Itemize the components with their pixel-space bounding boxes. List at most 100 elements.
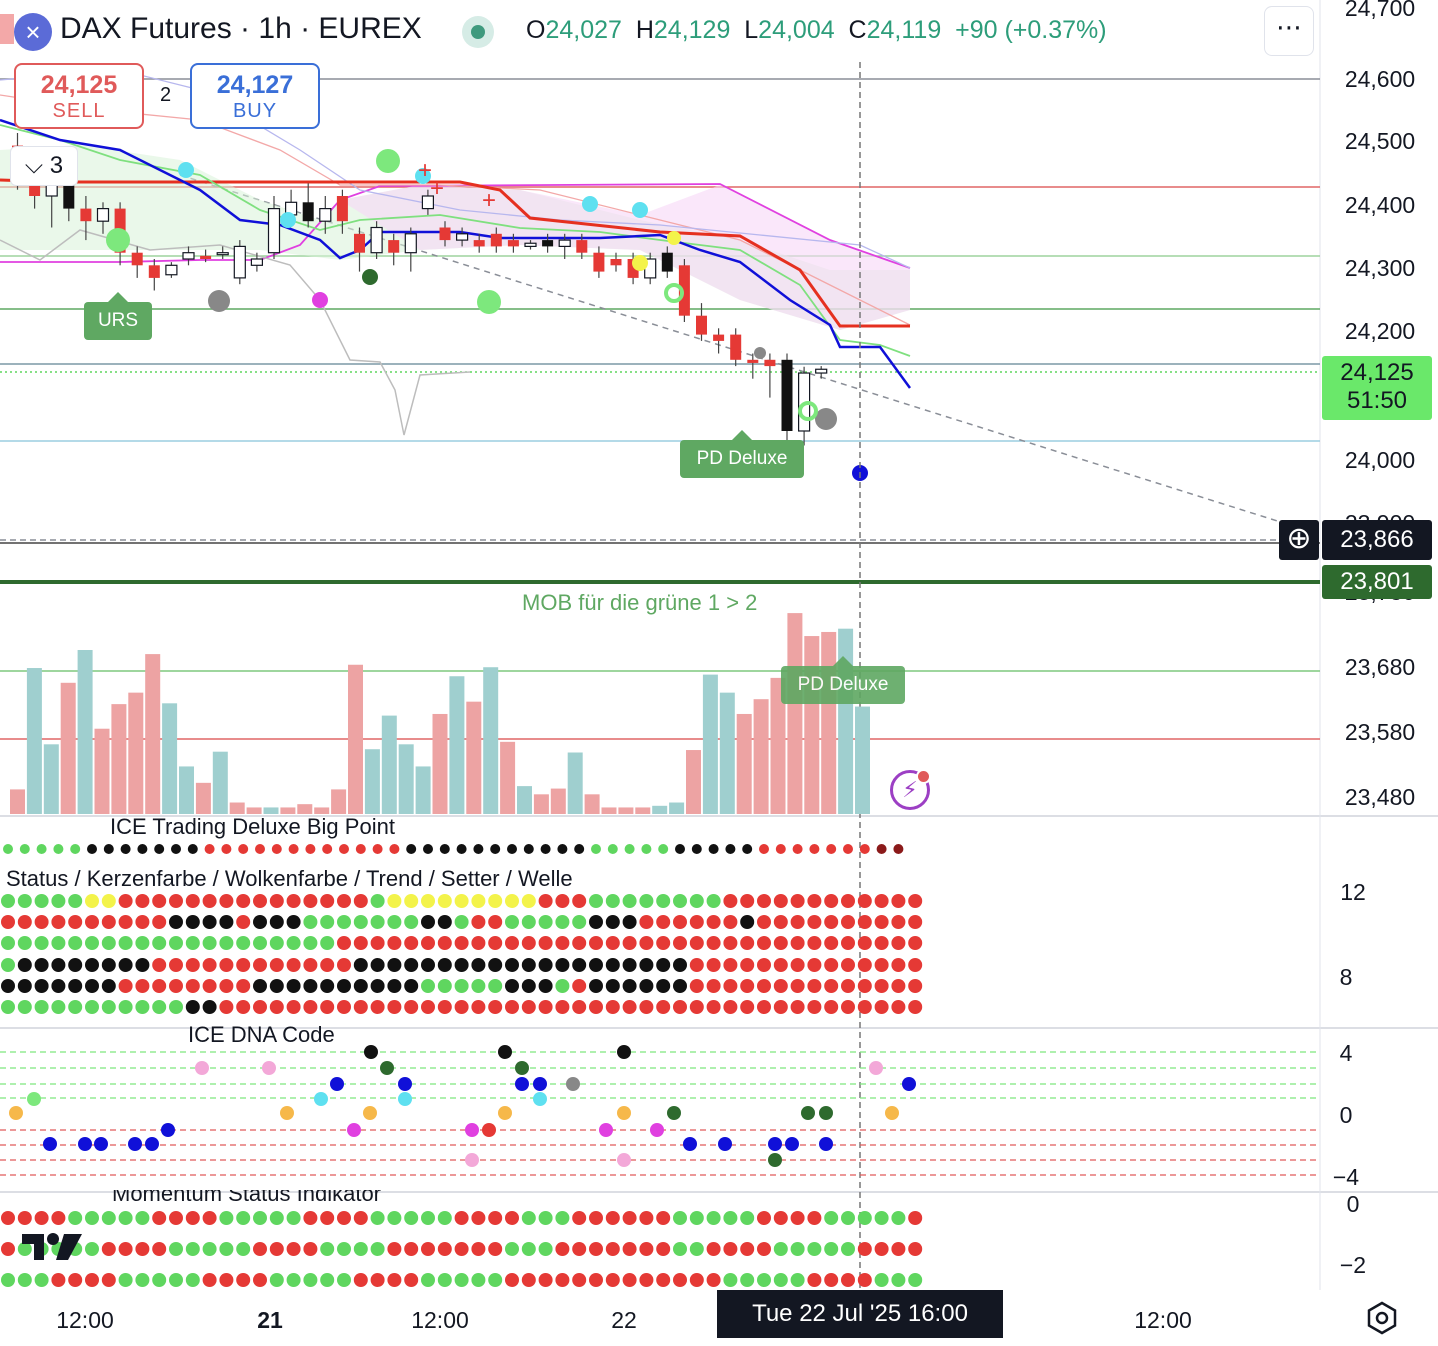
volume-bar [483,667,499,814]
status-dot [656,894,671,908]
status-dot [555,979,570,993]
status-dot [353,936,368,950]
status-dot [757,894,771,908]
price-axis-label: 24,700 [1345,0,1415,21]
symbol-title[interactable]: DAX Futures · 1h · EUREX [60,12,422,45]
price-axis-label: 24,200 [1345,318,1415,344]
momentum-dot [891,1273,906,1287]
price-axis-label: 24,000 [1345,447,1415,473]
momentum-dot [723,1273,738,1287]
status-dot [521,1000,536,1014]
more-options-button[interactable]: ⋯ [1264,6,1314,56]
status-dot [891,894,906,908]
flash-alert-icon[interactable]: ⚡ [890,769,931,810]
dna-dot-16 [380,1061,394,1075]
status-dot [706,1000,721,1014]
status-dot [757,1000,771,1014]
momentum-dot [387,1273,402,1287]
dna-dot-40 [801,1106,815,1120]
status-dot [219,936,234,950]
status-dot [387,894,402,908]
status-dot [857,936,872,950]
momentum-dot [538,1242,553,1256]
momentum-dot [51,1273,66,1287]
status-dot [236,894,251,908]
status-dot [757,958,771,972]
status-dot [723,979,738,993]
status-dot [219,958,234,972]
momentum-dot [219,1211,234,1225]
momentum-dot [622,1273,637,1287]
momentum-dot [185,1211,200,1225]
candle-body [96,208,110,222]
close-icon[interactable]: × [14,13,52,51]
status-dot [152,979,167,993]
status-dot [202,1000,217,1014]
status-dot [269,894,284,908]
momentum-dot [874,1242,889,1256]
status-dot [101,936,116,950]
sell-button[interactable]: 24,125 SELL [14,63,144,129]
status-dot [639,915,654,929]
status-dot [355,844,366,854]
status-dot [673,979,687,993]
momentum-dot [1,1273,15,1287]
momentum-dot [908,1242,923,1256]
status-dot [891,915,906,929]
candle-body [165,264,178,276]
status-dot [673,894,687,908]
status-dot [421,1000,435,1014]
status-dot [521,936,536,950]
momentum-dot [555,1273,570,1287]
indicator-collapse-button[interactable]: ⌵ 3 [10,146,78,186]
settings-gear-icon[interactable] [1364,1300,1400,1336]
status-dot [807,894,822,908]
status-dot [68,958,83,972]
status-dot [389,844,400,854]
pd-deluxe-label-volume: PD Deluxe [781,656,905,704]
volume-bar [466,701,482,814]
status-dot [320,915,335,929]
candle-body [63,183,75,209]
status-dot [723,958,738,972]
time-axis-label: 22 [611,1307,637,1333]
candle-body [148,265,160,278]
volume-bar [297,804,313,814]
dna-dot-28 [566,1077,580,1091]
volume-bar [584,794,600,814]
dna-dot-34 [667,1106,681,1120]
status-dot [841,936,855,950]
status-dot [908,936,923,950]
status-dot [421,958,435,972]
status-dot [404,958,419,972]
status-dot [135,915,150,929]
status-dot [87,844,97,854]
status-dot [118,936,133,950]
status-dot [757,936,771,950]
momentum-dot [17,1211,32,1225]
momentum-dot [471,1273,486,1287]
volume-bar [280,807,296,814]
status-dot [656,979,671,993]
status-dot [773,958,788,972]
status-dot [622,1000,637,1014]
status-dot [488,894,503,908]
status-dot [171,844,181,854]
status-dot [303,958,318,972]
status-dot [908,915,923,929]
add-order-icon[interactable]: ⊕ [1279,520,1319,560]
status-dot [639,894,654,908]
candle-body [507,240,519,247]
dna-dot-24 [515,1061,529,1075]
dna-dot-1 [27,1092,41,1106]
buy-button[interactable]: 24,127 BUY [190,63,320,129]
momentum-dot [723,1211,738,1225]
dna-dot-25 [515,1077,529,1091]
close-label: C [848,16,867,44]
dna-dot-7 [161,1123,175,1137]
status-dot [185,894,200,908]
status-dot [658,844,669,854]
market-status-icon[interactable] [462,16,494,48]
